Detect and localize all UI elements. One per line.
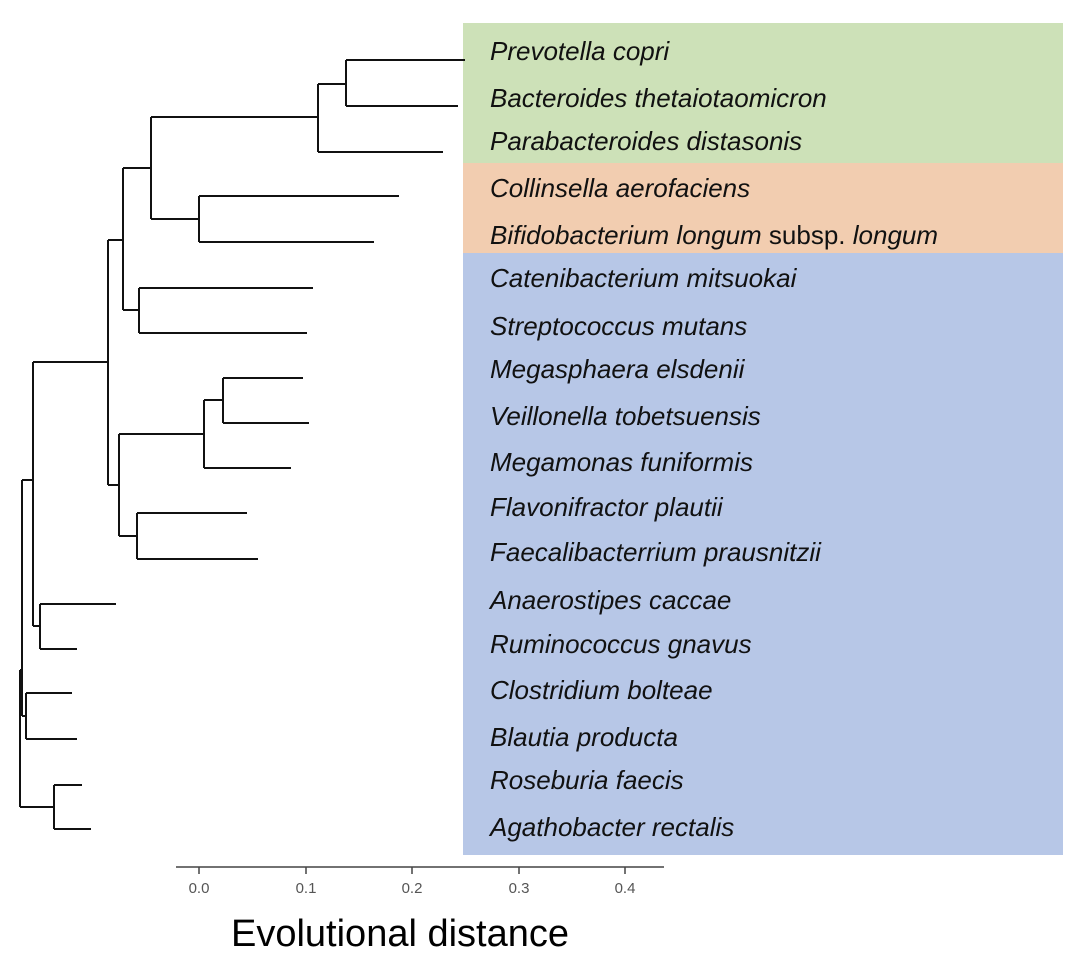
taxon-label-plain: subsp. (762, 220, 853, 250)
taxon-label: Megamonas funiformis (490, 447, 753, 477)
axis-tick-label: 0.3 (509, 880, 530, 897)
axis-tick-label: 0.1 (296, 880, 317, 897)
taxon-label: Collinsella aerofaciens (490, 173, 750, 203)
taxon-label: Roseburia faecis (490, 765, 684, 795)
taxon-label: Flavonifractor plautii (490, 492, 724, 522)
axis-tick-label: 0.2 (402, 880, 423, 897)
taxon-label: Blautia producta (490, 722, 678, 752)
taxon-label-italic: longum (853, 220, 938, 250)
taxon-label: Ruminococcus gnavus (490, 629, 752, 659)
axis-title: Evolutional distance (231, 913, 569, 955)
taxon-label: Clostridium bolteae (490, 675, 713, 705)
taxon-label: Parabacteroides distasonis (490, 126, 802, 156)
taxon-label: Prevotella copri (490, 36, 670, 66)
taxon-label: Streptococcus mutans (490, 311, 747, 341)
distance-axis: 0.0 0.1 0.2 0.3 0.4 Evolutional distance (176, 866, 664, 955)
tree-branches (19, 59, 465, 830)
taxon-label: Faecalibacterrium prausnitzii (490, 537, 822, 567)
taxon-label: Catenibacterium mitsuokai (490, 263, 798, 293)
group-box-blue (463, 253, 1063, 855)
taxon-label: Bacteroides thetaiotaomicron (490, 83, 827, 113)
group-box-orange (463, 163, 1063, 253)
taxon-label: Bifidobacterium longum subsp. longum (490, 220, 938, 250)
taxon-label-italic: Bifidobacterium longum (490, 220, 762, 250)
axis-tick-label: 0.4 (615, 880, 636, 897)
taxon-label: Veillonella tobetsuensis (490, 401, 761, 431)
axis-tick-label: 0.0 (189, 880, 210, 897)
taxon-label: Agathobacter rectalis (488, 812, 734, 842)
taxon-labels: Prevotella copri Bacteroides thetaiotaom… (488, 36, 938, 842)
taxon-label: Anaerostipes caccae (488, 585, 731, 615)
taxon-label: Megasphaera elsdenii (490, 354, 746, 384)
group-box-green (463, 23, 1063, 163)
